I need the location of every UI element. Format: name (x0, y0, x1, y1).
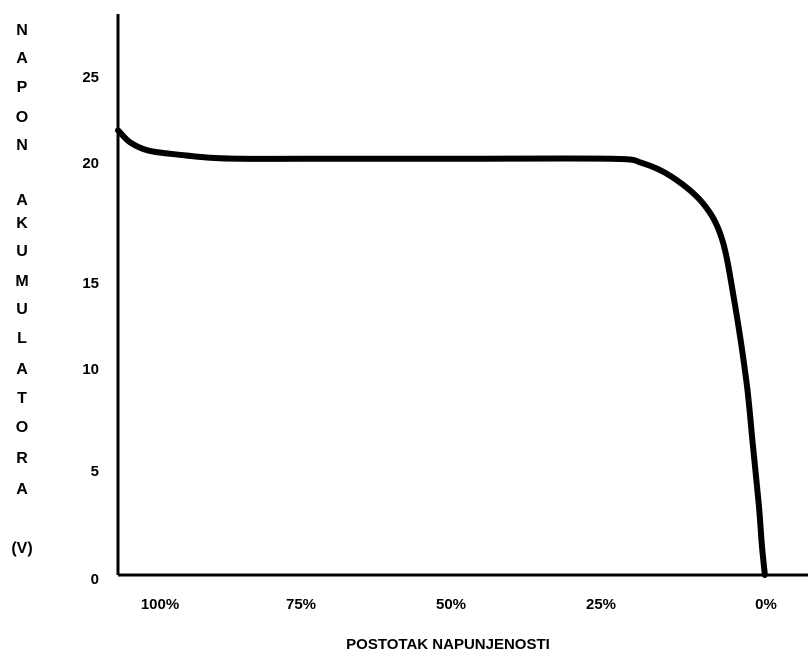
x-tick-label: 50% (436, 596, 466, 613)
y-axis-title-letter: M (15, 273, 28, 290)
y-axis-title-letter: A (16, 50, 28, 67)
y-axis-title-letter: U (16, 243, 28, 260)
y-axis-title-letter: P (17, 79, 28, 96)
y-tick-label: 25 (82, 69, 99, 86)
y-axis-title-letter: A (16, 481, 28, 498)
x-tick-label: 25% (586, 596, 616, 613)
y-tick-label: 15 (82, 275, 99, 292)
y-tick-label: 0 (91, 571, 99, 588)
voltage-curve (115, 127, 768, 578)
y-axis-title-letter: L (17, 330, 27, 347)
y-tick-label: 5 (91, 463, 99, 480)
x-tick-label: 0% (755, 596, 777, 613)
x-tick-label: 100% (141, 596, 179, 613)
y-tick-labels: 0 5 10 15 20 25 (82, 69, 99, 588)
y-axis-title-letter: U (16, 301, 28, 318)
y-axis-title-letter: N (16, 22, 28, 39)
y-axis-title-letter: N (16, 137, 28, 154)
y-tick-label: 10 (82, 361, 99, 378)
y-axis-title-letter: O (16, 109, 28, 126)
y-axis-title-letter: K (16, 215, 28, 232)
x-tick-label: 75% (286, 596, 316, 613)
y-axis-title-letter: A (16, 192, 28, 209)
y-tick-label: 20 (82, 155, 99, 172)
y-axis-title-letter: A (16, 361, 28, 378)
y-axis-unit: (V) (11, 540, 32, 557)
x-tick-labels: 100% 75% 50% 25% 0% (141, 596, 777, 613)
y-axis-title-letter: R (16, 450, 28, 467)
x-axis-title: POSTOTAK NAPUNJENOSTI (346, 636, 550, 652)
y-axis-title-letter: O (16, 419, 28, 436)
y-axis-title-letter: T (17, 390, 27, 407)
